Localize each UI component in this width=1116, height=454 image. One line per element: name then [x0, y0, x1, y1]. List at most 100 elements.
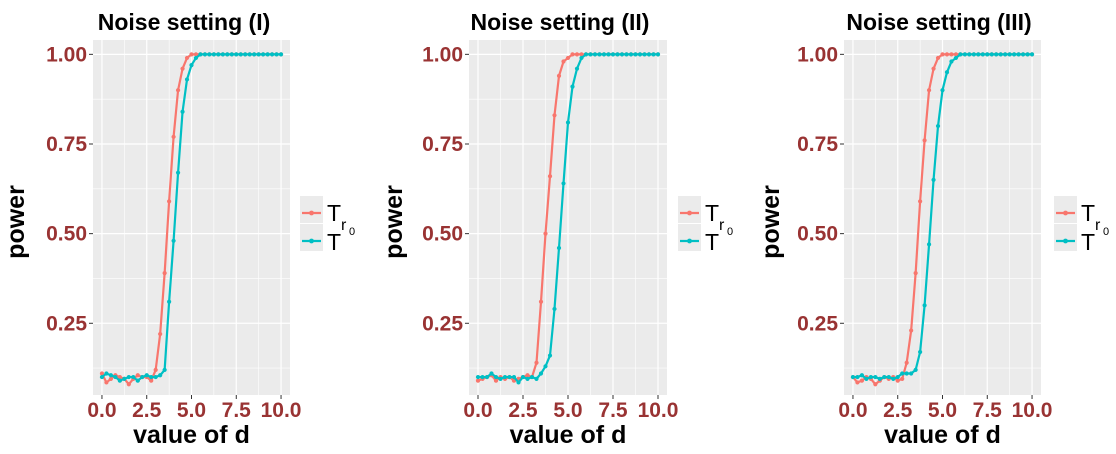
data-point-t: [265, 52, 270, 57]
legend-key-bg-t: [678, 224, 701, 251]
legend-label-tr0-subscript: r: [1095, 217, 1101, 234]
data-point-t: [113, 374, 118, 380]
data-point-t: [480, 374, 485, 380]
data-point-tr0: [909, 328, 914, 333]
y-tick-label: 0.25: [797, 312, 838, 335]
data-point-t: [108, 373, 114, 378]
data-point-t: [202, 52, 208, 57]
data-point-t: [998, 52, 1003, 57]
data-point-t: [180, 109, 185, 114]
data-point-t: [229, 52, 234, 57]
data-point-tr0: [556, 73, 562, 78]
data-point-tr0: [904, 360, 909, 365]
data-point-t: [543, 364, 548, 369]
data-point-tr0: [940, 52, 945, 57]
data-point-t: [655, 52, 661, 57]
y-tick-label: 0.75: [422, 133, 463, 156]
data-point-t: [953, 55, 959, 61]
data-point-t: [935, 123, 941, 129]
data-point-tr0: [158, 331, 163, 337]
data-point-tr0: [859, 378, 865, 383]
data-point-t: [561, 181, 566, 186]
data-point-t: [891, 376, 896, 381]
legend-point-tr0: [687, 210, 692, 216]
legend-label-tr0-main: T: [705, 200, 719, 226]
data-point-t: [958, 52, 963, 57]
data-point-t: [216, 52, 221, 57]
y-tick-label: 0.75: [46, 133, 87, 156]
data-point-t: [171, 238, 176, 243]
data-point-t: [207, 52, 212, 57]
data-point-t: [864, 376, 869, 381]
data-point-t: [475, 374, 481, 380]
data-point-t: [895, 374, 900, 380]
data-point-tr0: [543, 231, 548, 236]
data-point-t: [252, 52, 257, 57]
data-point-t: [225, 52, 230, 57]
data-point-t: [211, 52, 216, 57]
y-axis-label: power: [2, 185, 30, 259]
data-point-t: [220, 52, 225, 57]
data-point-t: [1025, 52, 1030, 57]
data-point-t: [489, 371, 494, 376]
data-point-t: [516, 380, 521, 385]
data-point-t: [642, 52, 647, 57]
data-point-tr0: [538, 299, 544, 304]
data-point-t: [1003, 52, 1008, 57]
y-tick-label: 0.50: [797, 223, 838, 246]
data-point-tr0: [493, 378, 499, 383]
data-point-tr0: [873, 382, 878, 387]
legend-key-bg-t: [300, 224, 323, 251]
data-point-t: [989, 52, 994, 57]
data-point-t: [949, 59, 954, 64]
data-point-tr0: [104, 380, 109, 385]
data-point-t: [619, 52, 625, 57]
data-point-tr0: [534, 360, 539, 365]
data-point-t: [1020, 52, 1026, 57]
data-point-tr0: [922, 138, 927, 143]
y-tick-label: 0.75: [797, 133, 838, 156]
data-point-t: [193, 55, 199, 61]
data-point-t: [520, 374, 526, 380]
data-point-tr0: [552, 113, 557, 118]
data-point-tr0: [953, 52, 959, 57]
data-point-tr0: [175, 88, 181, 93]
data-point-t: [278, 52, 284, 57]
x-tick-label: 0.0: [87, 399, 116, 422]
data-point-t: [637, 52, 643, 57]
data-point-t: [493, 374, 499, 380]
x-tick-label: 2.5: [132, 399, 162, 422]
data-point-t: [104, 371, 109, 376]
data-point-t: [583, 52, 589, 57]
data-point-t: [877, 376, 882, 381]
data-point-t: [498, 376, 503, 381]
data-point-t: [985, 52, 990, 57]
data-point-t: [859, 373, 865, 378]
data-point-t: [597, 52, 602, 57]
data-point-t: [243, 52, 248, 57]
data-point-tr0: [949, 52, 954, 57]
data-point-t: [926, 242, 932, 247]
data-point-tr0: [525, 373, 530, 378]
data-point-tr0: [135, 373, 140, 378]
chart-title: Noise setting (III): [846, 9, 1031, 35]
y-tick-label: 0.50: [422, 223, 463, 246]
chart-panel-2: 0.0 2.5 5.0 7.5 10.0 0.25 0.50 0.75 1.00 Noise se…: [380, 9, 733, 449]
data-point-t: [971, 52, 976, 57]
data-point-tr0: [926, 88, 932, 93]
data-point-t: [615, 52, 620, 57]
x-tick-label: 5.0: [928, 399, 957, 422]
data-point-t: [269, 52, 275, 57]
data-point-t: [175, 170, 181, 175]
data-point-t: [579, 55, 584, 61]
data-point-t: [167, 299, 172, 304]
data-point-t: [913, 367, 918, 372]
data-point-tr0: [117, 374, 122, 380]
data-point-t: [140, 374, 145, 380]
data-point-t: [980, 52, 985, 57]
x-tick-label: 7.5: [598, 399, 628, 422]
data-point-tr0: [579, 52, 584, 57]
data-point-t: [149, 374, 154, 380]
